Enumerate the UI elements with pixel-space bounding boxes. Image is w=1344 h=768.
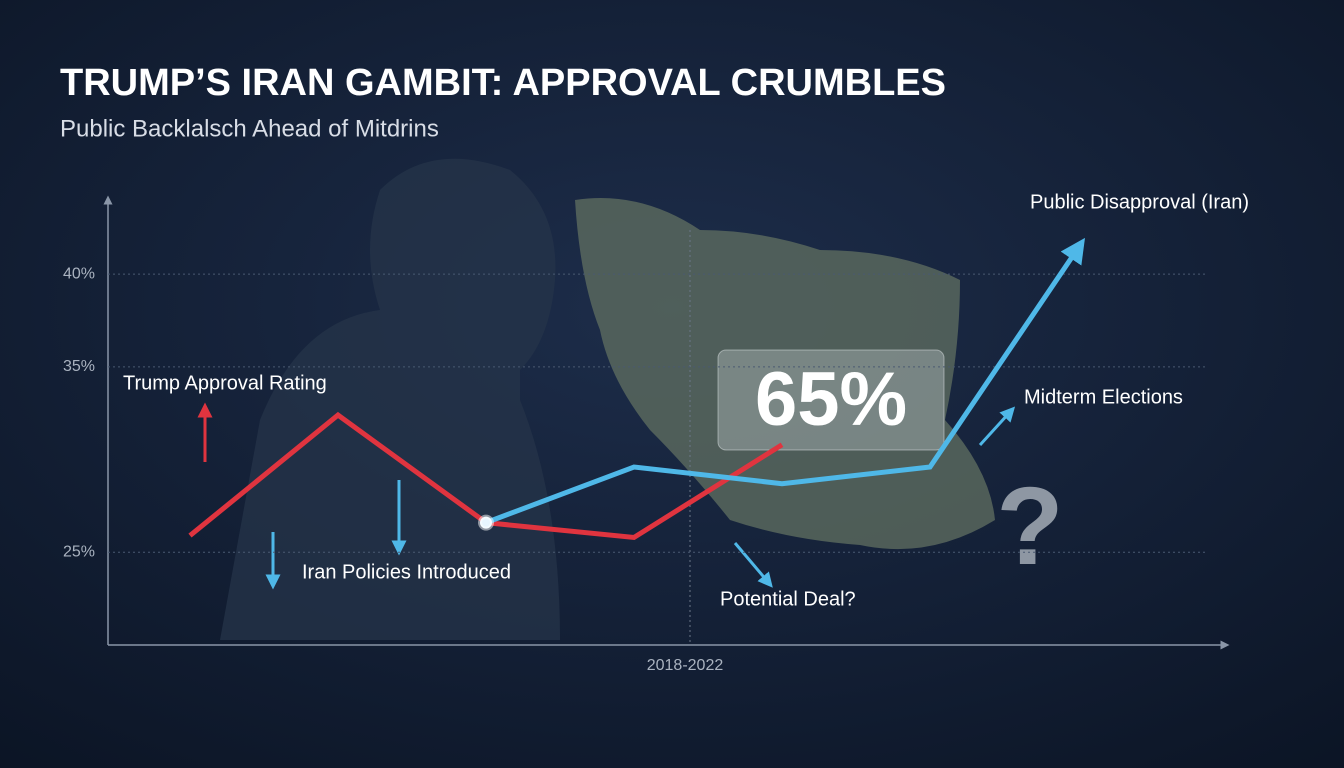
x-axis-label: 2018-2022 bbox=[647, 657, 724, 674]
line-series bbox=[485, 237, 1086, 525]
callout: 65% bbox=[755, 357, 907, 442]
arrow bbox=[978, 406, 1016, 447]
series-label: Public Disapproval (Iran) bbox=[1030, 191, 1249, 213]
map bbox=[575, 198, 995, 550]
junction bbox=[478, 514, 494, 531]
y-tick-label: 40% bbox=[63, 265, 95, 282]
annotation: Midterm Elections bbox=[1024, 386, 1183, 408]
silhouette bbox=[220, 158, 560, 640]
y-tick-label: 35% bbox=[63, 358, 95, 375]
series-label: Trump Approval Rating bbox=[123, 372, 327, 394]
chart-subtitle: Public Backlalsch Ahead of Mitdrins bbox=[60, 115, 439, 142]
question-mark: ? bbox=[996, 465, 1063, 588]
annotation: Iran Policies Introduced bbox=[302, 561, 511, 583]
callout-box bbox=[717, 349, 945, 451]
y-tick-label: 25% bbox=[63, 544, 95, 561]
annotation: Potential Deal? bbox=[720, 588, 856, 610]
arrow bbox=[733, 542, 773, 588]
chart-title: TRUMP’S IRAN GAMBIT: APPROVAL CRUMBLES bbox=[60, 62, 946, 104]
